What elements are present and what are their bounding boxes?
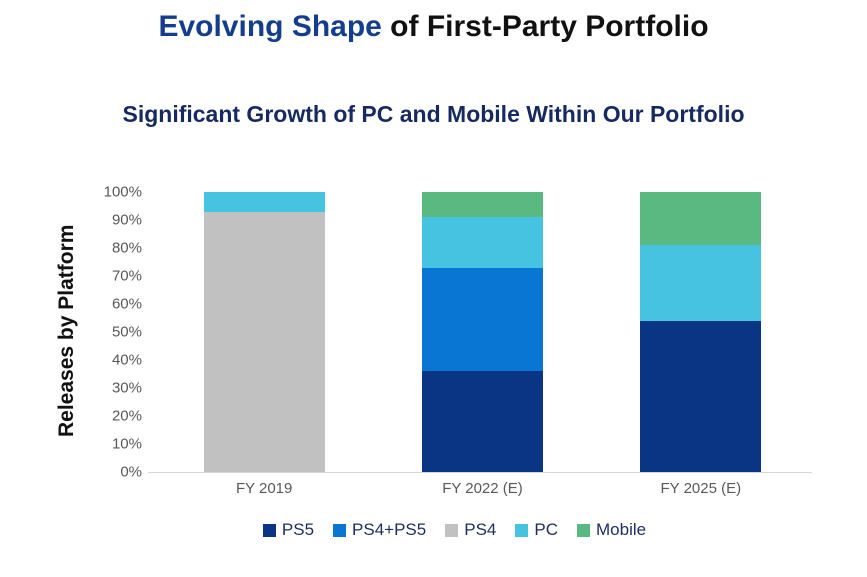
bar-slot-fy-2022-e	[373, 192, 591, 472]
legend-item-ps5: PS5	[262, 520, 315, 540]
stacked-bar-fy-2019	[203, 192, 325, 472]
legend-label: PC	[534, 520, 558, 539]
legend-item-ps4-ps5: PS4+PS5	[333, 520, 426, 540]
chart-subtitle: Significant Growth of PC and Mobile With…	[122, 101, 745, 127]
legend-swatch-pc	[515, 523, 529, 537]
bar-segment-ps5-fy-2025-e	[640, 320, 762, 472]
y-tick-label: 20%	[111, 407, 142, 425]
x-tick-label-fy-2025-e: FY 2025 (E)	[660, 480, 742, 497]
bar-segment-ps4-fy-2019	[203, 211, 325, 472]
x-axis-line	[148, 472, 812, 473]
y-axis-ticks: 0% 10% 20% 30% 40% 50% 60% 70% 80% 90% 100%	[0, 184, 148, 481]
y-tick-label: 70%	[111, 267, 142, 285]
x-tick-label-fy-2019: FY 2019	[235, 480, 293, 497]
legend-swatch-mobile	[577, 523, 590, 537]
y-tick-label: 0%	[120, 463, 142, 481]
legend-item-pc: PC	[515, 520, 558, 540]
bar-segment-pc-fy-2019	[203, 192, 325, 212]
y-tick-label: 10%	[111, 435, 142, 453]
title-highlight: Evolving Shape	[158, 10, 382, 43]
bar-segment-mobile-fy-2025-e	[640, 192, 762, 246]
legend-item-ps4: PS4	[445, 520, 496, 540]
y-tick-label: 80%	[111, 239, 142, 257]
page-title: Evolving Shape of First-Party Portfolio	[0, 10, 867, 44]
y-tick-label: 90%	[111, 211, 142, 229]
y-tick-label: 100%	[103, 183, 142, 201]
legend-swatch-ps4-ps5	[333, 523, 347, 537]
y-tick-label: 40%	[111, 351, 142, 369]
legend-swatch-ps4	[445, 523, 459, 537]
bar-segment-ps5-fy-2022-e	[421, 371, 543, 472]
legend-label: PS4+PS5	[352, 520, 427, 539]
y-tick-label: 60%	[111, 295, 142, 313]
bar-segment-mobile-fy-2022-e	[421, 192, 543, 218]
legend-swatch-ps5	[262, 523, 276, 537]
bar-segment-pc-fy-2025-e	[640, 245, 762, 321]
legend-item-mobile: Mobile	[577, 520, 646, 540]
bar-slot-fy-2025-e	[592, 192, 810, 472]
bar-slot-fy-2019	[155, 192, 373, 472]
x-axis-labels: FY 2019 FY 2022 (E) FY 2025 (E)	[155, 480, 810, 497]
bar-segment-ps4-ps5-fy-2022-e	[421, 267, 543, 372]
plot-area	[155, 192, 810, 472]
y-tick-label: 30%	[111, 379, 142, 397]
legend-label: PS5	[281, 520, 315, 539]
stacked-bar-fy-2022-e	[421, 192, 543, 472]
stacked-bar-fy-2025-e	[640, 192, 762, 472]
legend-label: PS4	[464, 520, 497, 539]
chart-legend: PS5 PS4+PS5 PS4 PC Mobile	[0, 520, 867, 540]
legend-label: Mobile	[596, 520, 647, 539]
bar-segment-pc-fy-2022-e	[421, 217, 543, 268]
y-tick-label: 50%	[111, 323, 142, 341]
title-rest: of First-Party Portfolio	[381, 10, 709, 43]
x-tick-label-fy-2022-e: FY 2022 (E)	[442, 480, 523, 497]
